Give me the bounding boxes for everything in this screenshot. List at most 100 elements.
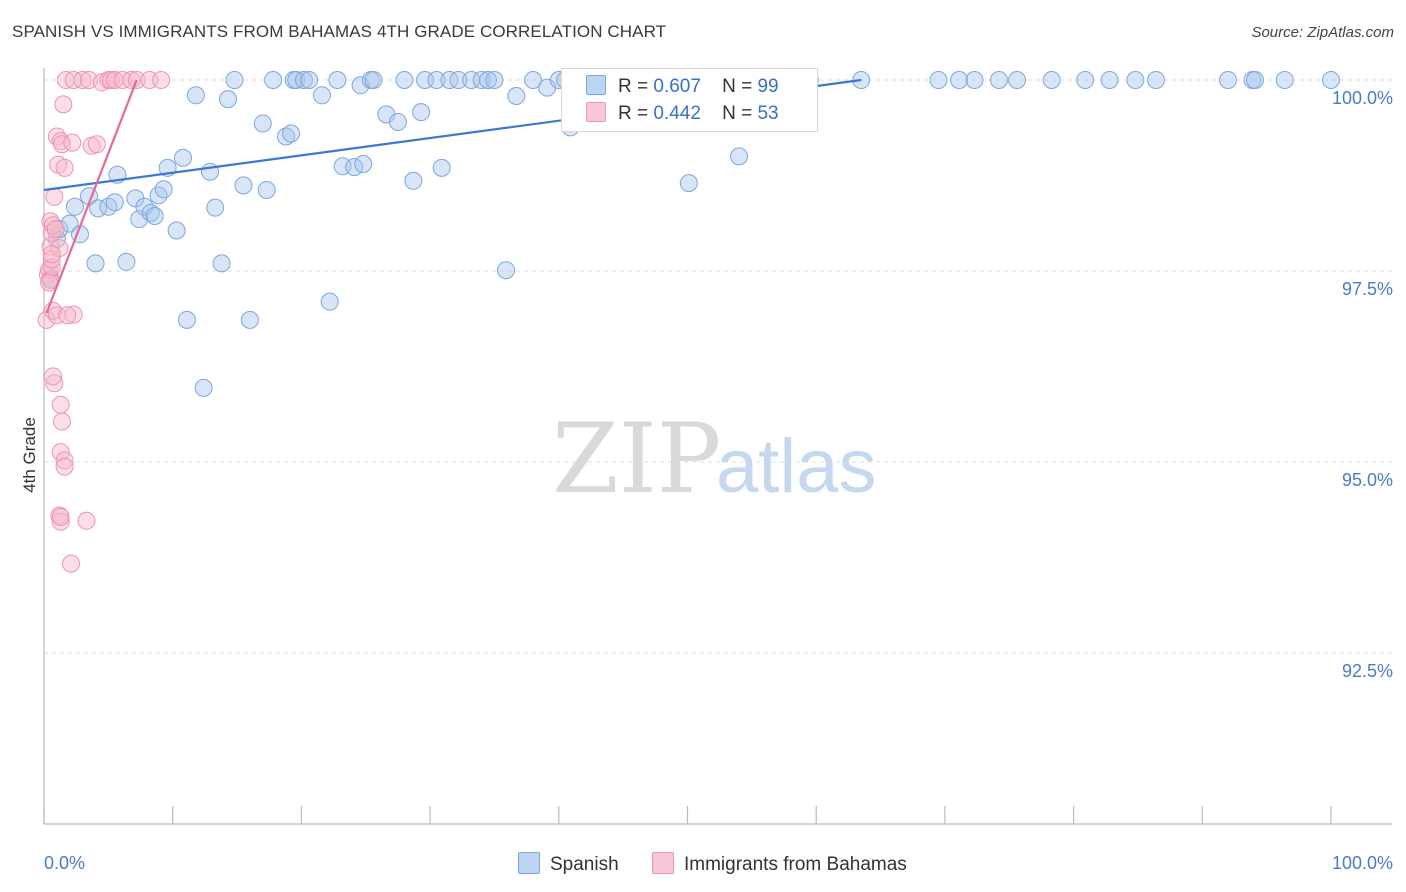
legend-r-value-bahamas: 0.442: [653, 103, 701, 124]
legend-n-value-bahamas: 53: [757, 103, 779, 124]
series-swatch-bahamas: [652, 852, 674, 874]
spanish-point: [965, 71, 984, 89]
spanish-point: [253, 114, 272, 133]
spanish-point: [1042, 71, 1061, 89]
spanish-point: [105, 193, 124, 212]
spanish-point: [282, 124, 301, 143]
legend-row-spanish: R = 0.607 N = 99: [586, 75, 779, 99]
bahamas-point: [51, 508, 70, 526]
legend-swatch-spanish: [586, 75, 606, 95]
spanish-point: [225, 71, 244, 89]
watermark: ZIP atlas: [552, 403, 877, 515]
bahamas-point: [63, 133, 82, 152]
bahamas-point: [51, 512, 70, 531]
spanish-point: [219, 90, 237, 109]
bahamas-point: [45, 374, 64, 393]
spanish-point: [186, 86, 205, 105]
gridlines: [44, 79, 1392, 654]
spanish-point: [234, 176, 253, 195]
spanish-point: [354, 155, 373, 173]
page-title: SPANISH VS IMMIGRANTS FROM BAHAMAS 4TH G…: [12, 22, 667, 41]
spanish-point: [117, 252, 136, 271]
bahamas-point: [55, 158, 74, 177]
series-label-bahamas: Immigrants from Bahamas: [684, 854, 907, 875]
bahamas-point: [41, 237, 60, 256]
spanish-point: [328, 71, 347, 89]
series-swatch-spanish: [518, 852, 540, 874]
bahamas-point: [152, 71, 171, 89]
spanish-point: [194, 378, 213, 397]
legend-row-bahamas: R = 0.442 N = 53: [586, 102, 779, 126]
spanish-point: [479, 71, 497, 89]
x-tick-label: 0.0%: [44, 853, 85, 873]
spanish-point: [1126, 71, 1145, 89]
bahamas-point: [127, 71, 146, 89]
spanish-point: [240, 310, 259, 329]
spanish-point: [432, 158, 451, 177]
spanish-point: [404, 171, 423, 190]
series-legend: Spanish Immigrants from Bahamas: [0, 852, 1406, 878]
legend-r-label: R =: [618, 103, 649, 124]
spanish-point: [99, 197, 118, 216]
bahamas-point: [55, 451, 74, 470]
legend-r-value-spanish: 0.607: [653, 76, 701, 97]
spanish-point: [1275, 71, 1294, 89]
y-tick-label: 97.5%: [1342, 279, 1393, 299]
spanish-point: [472, 71, 491, 89]
bahamas-point: [51, 132, 70, 151]
bahamas-point: [64, 305, 83, 324]
spanish-point: [1219, 71, 1237, 89]
legend-n-label: N =: [722, 76, 753, 97]
series-legend-spanish[interactable]: Spanish: [518, 852, 619, 876]
watermark-atlas: atlas: [716, 424, 877, 509]
spanish-point: [507, 87, 526, 105]
y-axis-title: 4th Grade: [20, 417, 39, 493]
bahamas-point: [87, 135, 106, 154]
spanish-point: [313, 86, 331, 105]
bahamas-trend-line: [45, 79, 138, 314]
series-legend-bahamas[interactable]: Immigrants from Bahamas: [652, 852, 907, 876]
spanish-point: [990, 71, 1008, 89]
spanish-point: [950, 71, 969, 89]
spanish-point: [154, 180, 173, 199]
spanish-point: [206, 198, 225, 217]
bahamas-point: [51, 395, 70, 414]
bahamas-point: [50, 506, 69, 525]
spanish-point: [300, 71, 319, 89]
spanish-point: [388, 113, 407, 131]
bahamas-point: [58, 306, 77, 325]
bahamas-point: [54, 95, 73, 114]
legend-swatch-bahamas: [586, 102, 606, 122]
y-tick-label: 95.0%: [1342, 470, 1393, 490]
spanish-point: [320, 292, 339, 311]
bahamas-point: [77, 511, 96, 530]
spanish-point: [412, 103, 431, 122]
spanish-point: [485, 71, 504, 89]
bahamas-point: [73, 71, 92, 89]
spanish-point: [524, 71, 543, 89]
spanish-point: [201, 162, 219, 181]
y-tick-label: 100.0%: [1332, 88, 1393, 108]
bahamas-point: [53, 412, 71, 431]
bahamas-point: [55, 457, 74, 476]
spanish-point: [86, 254, 105, 273]
spanish-point: [929, 71, 948, 89]
correlation-legend: R = 0.607 N = 99 R = 0.442 N = 53: [561, 68, 818, 132]
spanish-point: [497, 261, 515, 280]
x-tick-label: 100.0%: [1332, 853, 1393, 873]
spanish-point: [1147, 71, 1165, 89]
spanish-point: [364, 71, 383, 89]
spanish-point: [1246, 71, 1265, 89]
spanish-point: [1076, 71, 1095, 89]
axes: [43, 68, 1392, 825]
bahamas-point: [51, 443, 70, 462]
spanish-point: [730, 147, 748, 166]
spanish-point: [1008, 71, 1026, 89]
legend-r-label: R =: [618, 76, 649, 97]
watermark-zip: ZIP: [552, 403, 721, 515]
spanish-point: [264, 71, 283, 89]
source-attribution: Source: ZipAtlas.com: [1251, 24, 1394, 41]
bahamas-point: [42, 258, 61, 277]
bahamas-point: [42, 245, 61, 264]
